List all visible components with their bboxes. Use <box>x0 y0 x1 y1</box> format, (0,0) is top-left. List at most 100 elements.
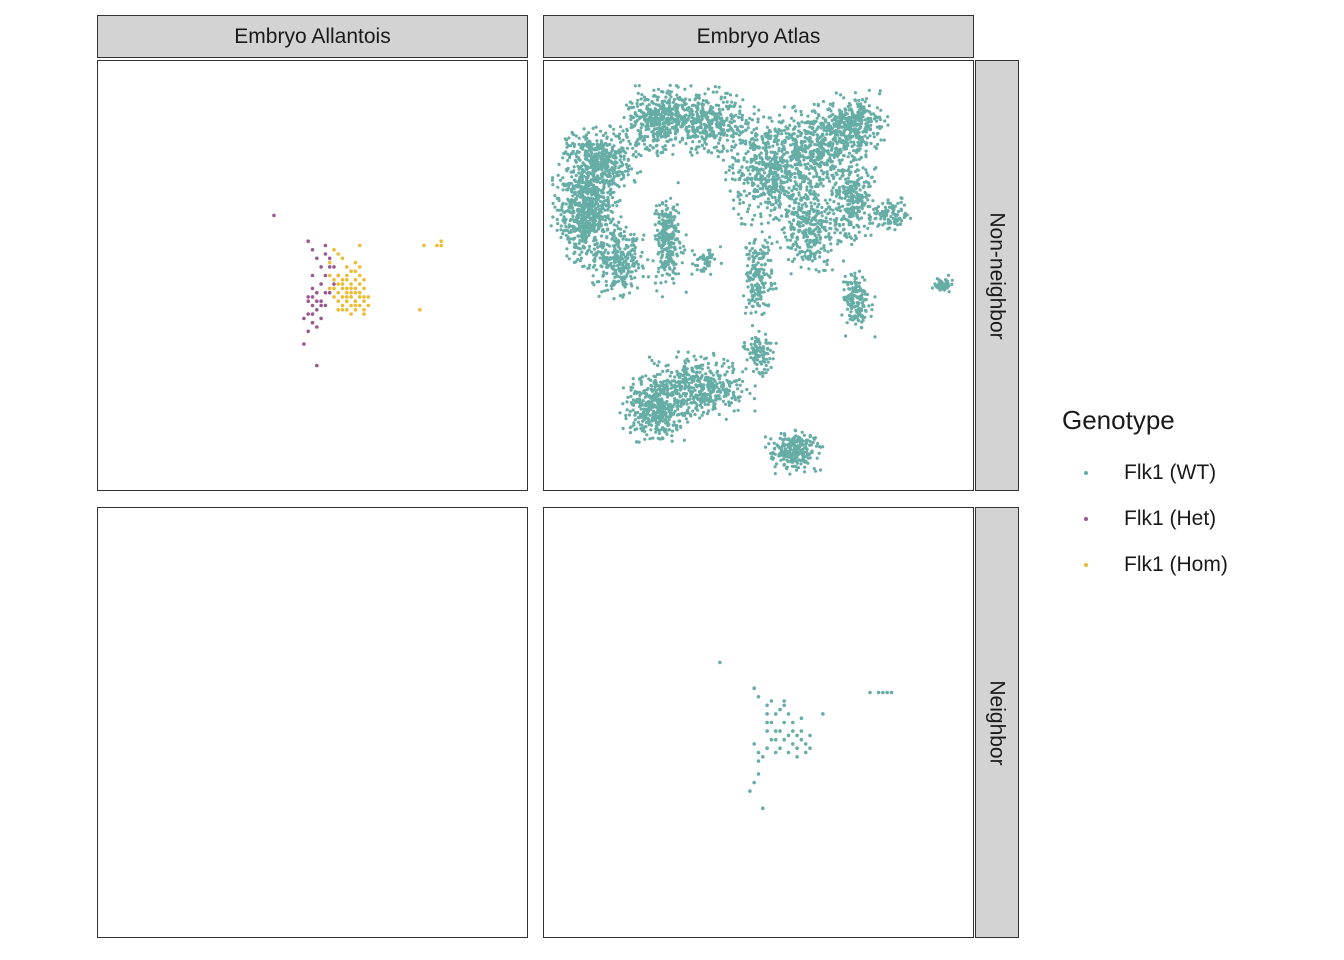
point-flk1-wt <box>873 211 877 215</box>
point-flk1-wt <box>571 149 575 153</box>
point-flk1-wt <box>647 103 651 107</box>
point-flk1-wt <box>867 213 871 217</box>
point-flk1-wt <box>656 233 660 237</box>
point-flk1-wt <box>651 146 655 150</box>
point-flk1-wt <box>594 251 598 255</box>
point-flk1-wt <box>791 142 795 146</box>
point-flk1-wt <box>814 218 818 222</box>
point-flk1-wt <box>867 88 871 92</box>
point-flk1-wt <box>831 208 835 212</box>
point-flk1-hom <box>332 286 336 291</box>
point-flk1-wt <box>767 128 771 132</box>
point-flk1-wt <box>714 361 719 365</box>
point-flk1-wt <box>605 159 609 163</box>
point-flk1-wt <box>801 149 805 153</box>
point-flk1-wt <box>643 134 647 138</box>
point-flk1-wt <box>755 362 759 367</box>
point-flk1-wt <box>748 271 752 275</box>
point-flk1-wt <box>582 208 586 213</box>
point-flk1-wt <box>829 242 833 246</box>
point-flk1-wt <box>742 181 746 185</box>
point-flk1-wt <box>703 92 707 96</box>
point-flk1-wt <box>759 156 763 160</box>
point-flk1-wt <box>601 244 606 248</box>
point-flk1-wt <box>796 214 800 218</box>
point-flk1-wt <box>777 176 781 180</box>
point-flk1-hom <box>353 269 358 273</box>
point-flk1-wt <box>729 148 734 152</box>
point-flk1-wt <box>636 262 640 267</box>
point-flk1-wt <box>863 278 867 282</box>
point-flk1-hom <box>327 273 332 278</box>
point-flk1-wt <box>651 110 655 114</box>
point-flk1-wt <box>610 146 614 150</box>
point-flk1-wt <box>774 286 778 291</box>
point-flk1-wt <box>586 131 591 135</box>
point-flk1-wt <box>762 115 766 119</box>
point-flk1-wt <box>656 363 660 368</box>
point-flk1-hom <box>353 260 358 265</box>
point-flk1-wt <box>660 295 664 299</box>
point-flk1-wt <box>795 210 799 214</box>
point-flk1-wt <box>822 260 826 264</box>
point-flk1-wt <box>860 301 864 305</box>
point-flk1-wt <box>569 198 574 202</box>
point-flk1-wt <box>795 187 799 191</box>
point-flk1-wt <box>589 187 593 191</box>
point-flk1-wt <box>804 212 808 216</box>
point-flk1-wt <box>654 274 658 279</box>
point-flk1-wt <box>866 204 870 209</box>
point-flk1-wt <box>596 222 600 226</box>
point-flk1-wt <box>623 247 627 251</box>
point-flk1-wt <box>664 280 668 284</box>
point-flk1-wt <box>596 245 600 249</box>
point-flk1-wt <box>808 125 812 129</box>
point-flk1-wt <box>872 135 876 139</box>
point-flk1-wt <box>855 117 859 121</box>
point-flk1-wt <box>875 115 879 119</box>
point-flk1-wt <box>596 204 600 209</box>
point-flk1-wt <box>849 272 853 276</box>
point-flk1-wt <box>655 130 659 134</box>
point-flk1-wt <box>592 253 596 257</box>
point-flk1-wt <box>856 173 860 178</box>
point-flk1-wt <box>757 108 761 112</box>
point-flk1-wt <box>756 205 760 209</box>
point-flk1-wt <box>768 348 772 352</box>
point-flk1-wt <box>555 196 559 200</box>
point-flk1-wt <box>905 213 909 217</box>
point-flk1-wt <box>589 178 593 182</box>
point-flk1-wt <box>579 256 583 260</box>
point-flk1-wt <box>845 321 849 325</box>
point-flk1-wt <box>797 122 801 126</box>
point-flk1-wt <box>672 260 676 264</box>
point-flk1-wt <box>864 149 868 153</box>
point-flk1-wt <box>853 190 857 194</box>
point-flk1-wt <box>772 172 776 176</box>
point-flk1-wt <box>763 177 767 181</box>
point-flk1-wt <box>624 225 628 229</box>
point-flk1-wt <box>855 223 860 228</box>
point-flk1-wt <box>867 104 871 108</box>
point-flk1-wt <box>565 145 569 149</box>
point-flk1-wt <box>782 231 786 235</box>
point-flk1-wt <box>577 241 581 246</box>
point-flk1-wt <box>603 218 607 222</box>
point-flk1-wt <box>857 230 861 234</box>
point-flk1-wt <box>752 112 756 116</box>
point-flk1-wt <box>874 166 878 170</box>
point-flk1-wt <box>827 232 831 236</box>
point-flk1-wt <box>567 240 571 244</box>
point-flk1-wt <box>762 357 766 361</box>
point-flk1-wt <box>846 307 850 311</box>
point-flk1-wt <box>785 180 789 184</box>
point-flk1-wt <box>707 110 711 114</box>
point-flk1-wt <box>728 165 732 169</box>
point-flk1-wt <box>731 139 735 143</box>
point-flk1-wt <box>757 370 761 375</box>
point-flk1-het <box>323 243 328 248</box>
point-flk1-wt <box>665 127 669 131</box>
point-flk1-wt <box>807 267 811 271</box>
point-flk1-wt <box>656 135 660 139</box>
point-flk1-wt <box>626 256 630 260</box>
